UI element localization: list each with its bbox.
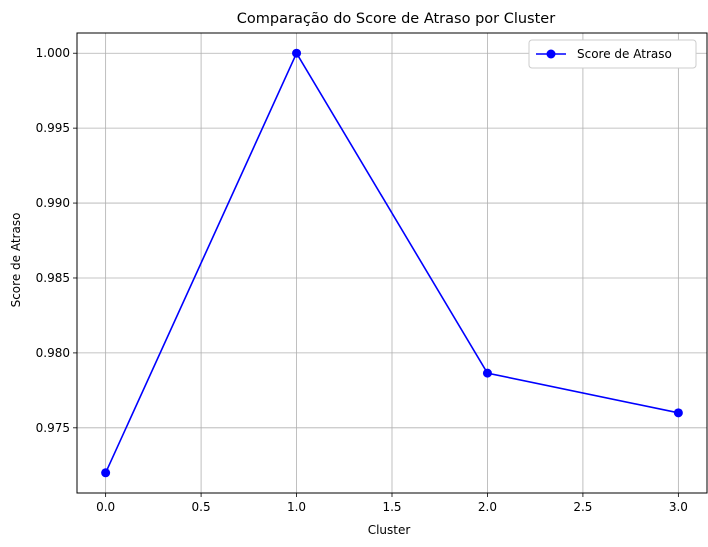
- y-tick-label: 1.000: [36, 46, 70, 60]
- x-tick-label: 1.5: [382, 500, 401, 514]
- x-axis-label: Cluster: [368, 523, 411, 537]
- y-tick-label: 0.975: [36, 421, 70, 435]
- x-tick-label: 0.0: [96, 500, 115, 514]
- y-tick-label: 0.990: [36, 196, 70, 210]
- legend: Score de Atraso: [528, 39, 697, 69]
- x-tick-label: 2.5: [573, 500, 592, 514]
- y-axis-ticks: 0.975 0.980 0.985 0.990 0.995 1.000: [36, 46, 77, 435]
- grid-lines: [77, 33, 707, 493]
- data-point: [482, 368, 492, 378]
- chart-title: Comparação do Score de Atraso por Cluste…: [237, 11, 555, 27]
- y-axis-label: Score de Atraso: [9, 213, 23, 308]
- legend-entry-label: Score de Atraso: [577, 47, 672, 61]
- y-tick-label: 0.995: [36, 121, 70, 135]
- data-point: [101, 468, 111, 478]
- legend-box: [528, 39, 697, 69]
- legend-marker-swatch: [546, 49, 556, 59]
- x-tick-label: 1.0: [287, 500, 306, 514]
- x-tick-label: 3.0: [669, 500, 688, 514]
- data-point: [292, 48, 302, 58]
- x-axis-ticks: 0.0 0.5 1.0 1.5 2.0 2.5 3.0: [96, 493, 688, 514]
- y-tick-label: 0.985: [36, 271, 70, 285]
- series-group: [101, 48, 683, 478]
- series-line: [104, 51, 679, 474]
- data-point: [673, 408, 683, 418]
- x-tick-label: 0.5: [192, 500, 211, 514]
- y-tick-label: 0.980: [36, 346, 70, 360]
- x-tick-label: 2.0: [478, 500, 497, 514]
